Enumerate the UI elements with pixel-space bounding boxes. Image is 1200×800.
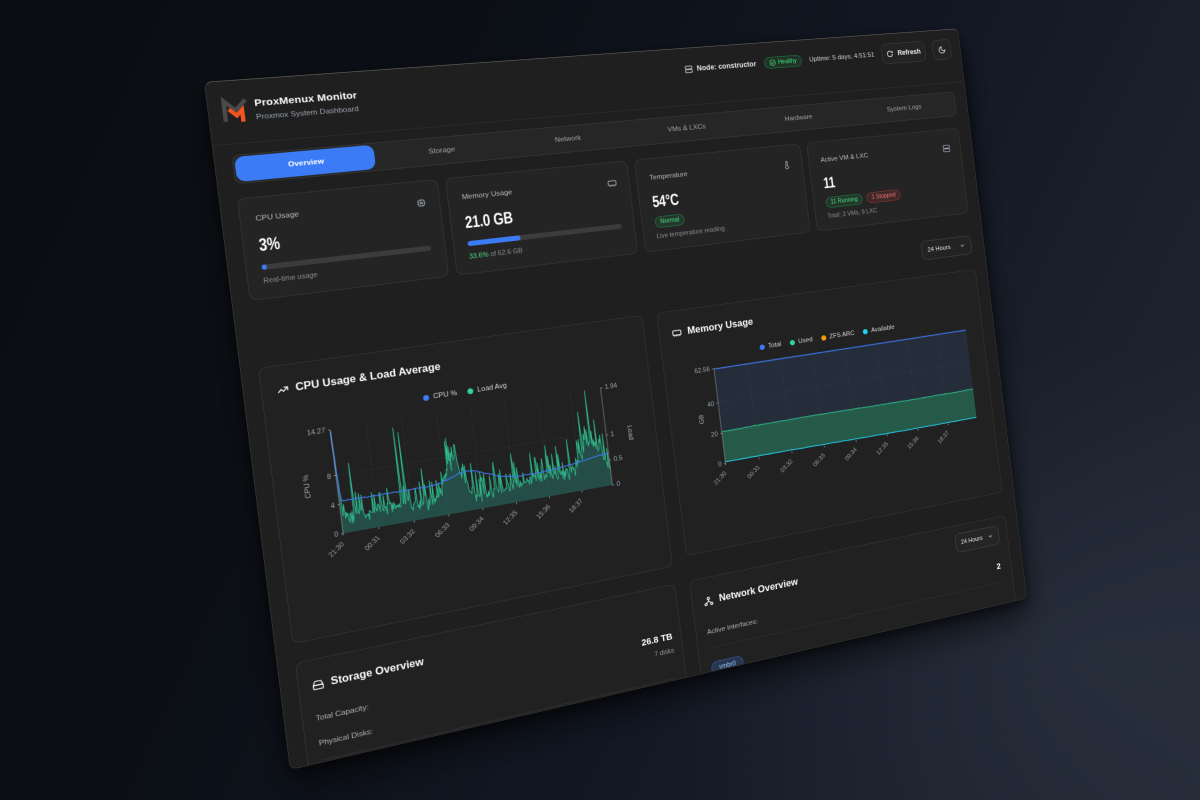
svg-text:14.27: 14.27 [306, 427, 325, 438]
svg-text:15:36: 15:36 [906, 435, 920, 451]
svg-text:0: 0 [718, 461, 722, 469]
svg-text:00:31: 00:31 [746, 464, 762, 481]
svg-text:4: 4 [330, 501, 335, 510]
svg-text:GB: GB [697, 414, 705, 425]
svg-text:03:32: 03:32 [398, 527, 417, 545]
svg-text:09:34: 09:34 [467, 515, 485, 533]
svg-text:8: 8 [326, 472, 331, 481]
svg-text:1: 1 [610, 430, 614, 438]
svg-text:21:30: 21:30 [712, 470, 728, 487]
svg-text:0: 0 [334, 530, 339, 539]
svg-text:06:33: 06:33 [433, 521, 451, 539]
svg-text:06:33: 06:33 [811, 452, 826, 468]
svg-text:20: 20 [711, 430, 719, 439]
svg-text:12:35: 12:35 [501, 509, 519, 527]
svg-text:03:32: 03:32 [779, 458, 794, 474]
svg-text:Load: Load [626, 425, 635, 441]
svg-text:1.94: 1.94 [604, 382, 617, 391]
svg-text:00:31: 00:31 [363, 534, 382, 552]
svg-text:21:30: 21:30 [327, 540, 346, 559]
svg-text:0.5: 0.5 [613, 454, 623, 463]
svg-text:62.56: 62.56 [694, 366, 710, 376]
svg-text:40: 40 [707, 400, 715, 408]
svg-text:0: 0 [616, 480, 620, 488]
svg-text:15:36: 15:36 [535, 503, 552, 521]
svg-text:18:37: 18:37 [936, 429, 950, 445]
svg-text:CPU %: CPU % [301, 474, 313, 499]
svg-text:18:37: 18:37 [567, 497, 584, 514]
svg-text:09:34: 09:34 [843, 446, 858, 462]
svg-text:12:35: 12:35 [875, 440, 890, 456]
